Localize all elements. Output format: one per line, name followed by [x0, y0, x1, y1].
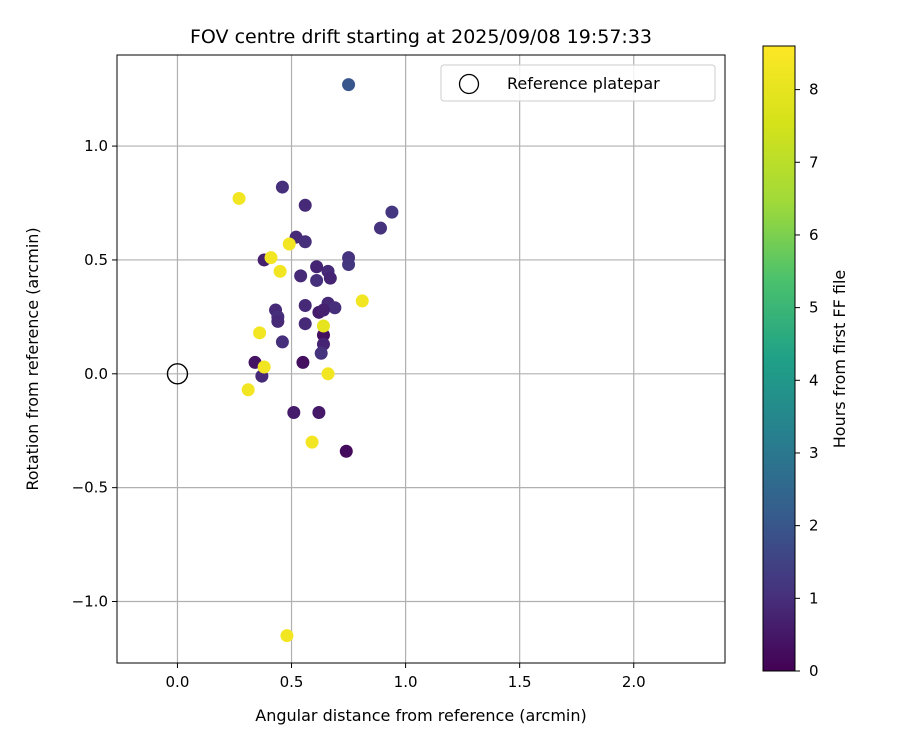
scatter-point	[310, 260, 324, 274]
colorbar-frame	[762, 45, 796, 672]
colorbar-tick-label: 1	[809, 589, 819, 607]
y-axis-ticks: −1.0 −0.5 0.0 0.5 1.0	[72, 137, 117, 611]
colorbar-tick-label: 7	[809, 153, 819, 171]
x-tick-label: 0.5	[280, 673, 304, 691]
x-tick-label: 1.0	[394, 673, 418, 691]
scatter-point	[241, 383, 255, 397]
scatter-point	[298, 235, 312, 249]
colorbar-tick-label: 8	[809, 81, 819, 99]
scatter-point	[355, 294, 369, 308]
scatter-point	[316, 303, 330, 317]
scatter-point	[339, 444, 353, 458]
scatter-point	[296, 355, 310, 369]
scatter-point	[316, 319, 330, 333]
y-tick-label: 1.0	[84, 137, 108, 155]
x-axis-label: Angular distance from reference (arcmin)	[255, 706, 586, 725]
scatter-point	[273, 264, 287, 278]
scatter-point	[374, 221, 388, 235]
colorbar-tick-label: 3	[809, 444, 819, 462]
chart-title: FOV centre drift starting at 2025/09/08 …	[190, 26, 652, 48]
scatter-point	[316, 328, 330, 342]
scatter-point	[298, 317, 312, 331]
colorbar-tick-label: 2	[809, 517, 819, 535]
scatter-point	[287, 406, 301, 420]
scatter-point	[275, 180, 289, 194]
scatter-point	[314, 346, 328, 360]
scatter-point	[328, 301, 342, 315]
x-tick-label: 1.5	[508, 673, 532, 691]
scatter-point	[257, 360, 271, 374]
scatter-point	[232, 191, 246, 205]
scatter-point	[342, 78, 356, 92]
colorbar-tick-label: 0	[809, 662, 819, 680]
reference-platepar-marker	[166, 363, 189, 385]
scatter-point	[323, 271, 337, 285]
scatter-point	[305, 435, 319, 449]
colorbar-tick-label: 5	[809, 299, 819, 317]
colorbar-tick-label: 6	[809, 226, 819, 244]
y-tick-label: −0.5	[72, 479, 108, 497]
y-tick-label: 0.5	[84, 251, 108, 269]
scatter-point	[321, 367, 335, 381]
grid-lines	[117, 55, 725, 663]
scatter-point	[312, 406, 326, 420]
scatter-point	[264, 251, 278, 265]
legend-open-circle-icon	[458, 73, 480, 95]
plot-frame	[116, 54, 726, 664]
scatter-points	[232, 78, 399, 643]
scatter-point	[253, 326, 267, 340]
colorbar	[763, 46, 795, 671]
scatter-point	[280, 629, 294, 643]
legend-entry-label: Reference platepar	[507, 74, 660, 93]
scatter-point	[282, 237, 296, 251]
colorbar-tick-label: 4	[809, 371, 819, 389]
y-tick-label: −1.0	[72, 593, 108, 611]
scatter-point	[385, 205, 399, 219]
y-tick-label: 0.0	[84, 365, 108, 383]
legend: Reference platepar	[440, 64, 716, 102]
scatter-point	[294, 269, 308, 283]
colorbar-ticks: 0 1 2 3 4 5 6 7 8	[795, 81, 819, 680]
y-axis-label: Rotation from reference (arcmin)	[23, 227, 42, 490]
scatter-point	[342, 257, 356, 271]
colorbar-label: Hours from first FF file	[830, 270, 849, 449]
x-tick-label: 0.0	[166, 673, 190, 691]
scatter-point	[310, 273, 324, 287]
scatter-point	[271, 314, 285, 328]
scatter-point	[298, 298, 312, 312]
x-axis-ticks: 0.0 0.5 1.0 1.5 2.0	[166, 663, 646, 691]
scatter-point	[298, 198, 312, 212]
scatter-point	[275, 335, 289, 349]
x-tick-label: 2.0	[622, 673, 646, 691]
reference-marker	[166, 363, 189, 385]
legend-box	[440, 64, 716, 102]
